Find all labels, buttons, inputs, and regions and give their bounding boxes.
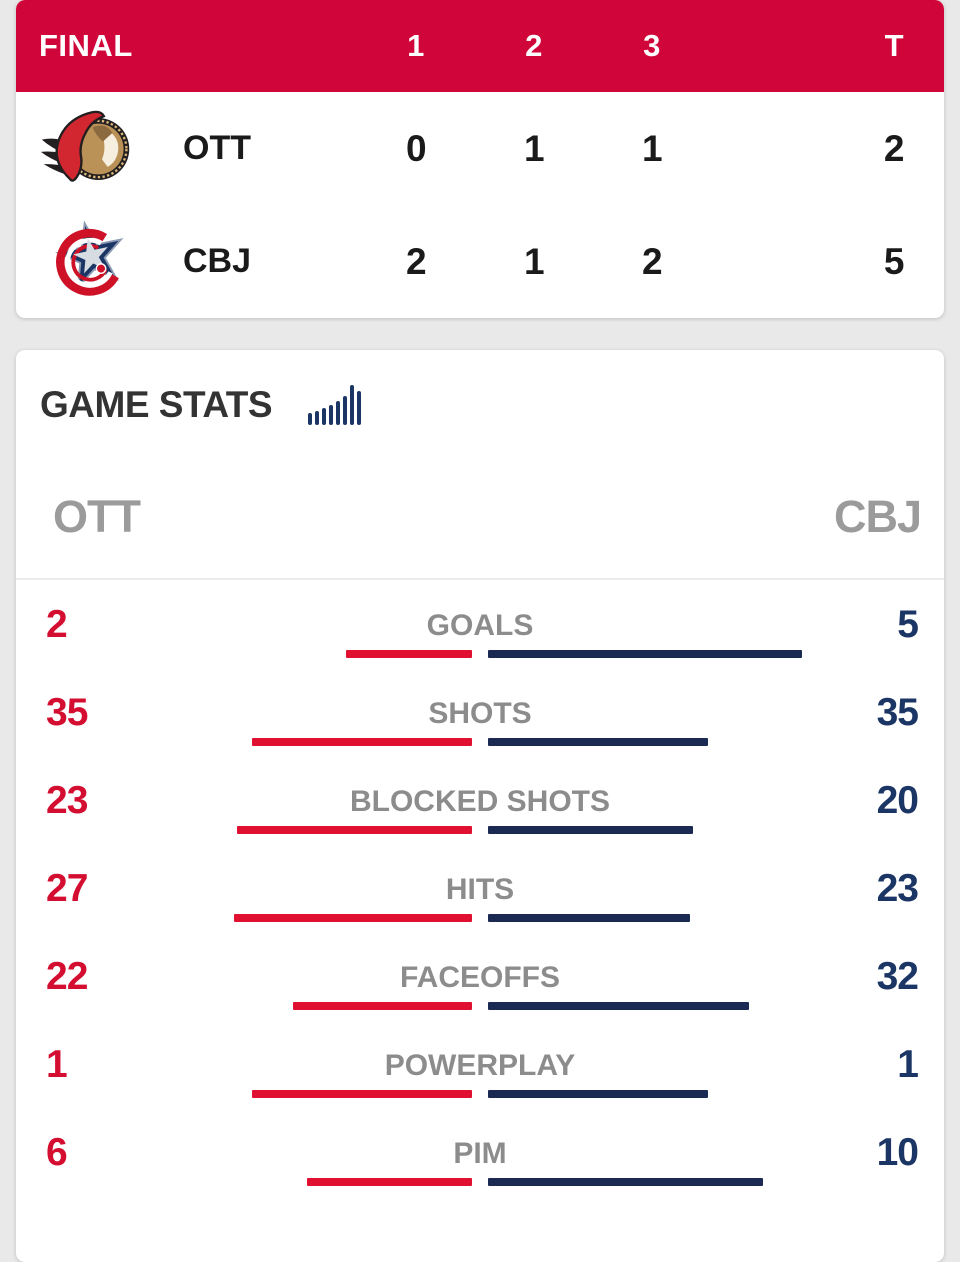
game-stats-card: GAME STATS OTT CBJ 2 GOALS 5 35 SHOTS 35…: [16, 350, 944, 1262]
cbj-period-3-score: 2: [641, 240, 663, 282]
ottawa-senators-logo: [40, 110, 130, 182]
stat-row: 23 BLOCKED SHOTS 20: [16, 768, 944, 856]
stat-row: 22 FACEOFFS 32: [16, 944, 944, 1032]
stats-left-team-label: OTT: [53, 491, 141, 542]
score-row-cbj[interactable]: CBJ 2 1 2 5: [16, 205, 944, 318]
team-abbr-ott: OTT: [183, 129, 251, 167]
stat-row: 27 HITS 23: [16, 856, 944, 944]
scoreboard-card: FINAL 1 2 3 T OTT 0 1 1 2: [16, 0, 944, 318]
stat-value-right: 5: [897, 603, 919, 646]
stat-value-right: 20: [876, 779, 919, 822]
stat-bar-right: [488, 650, 802, 658]
stat-value-left: 6: [46, 1131, 68, 1174]
stat-value-left: 27: [46, 867, 88, 910]
stat-value-left: 2: [46, 603, 68, 646]
columbus-blue-jackets-logo: [55, 219, 124, 296]
stats-right-team-label: CBJ: [833, 491, 922, 542]
stat-bar-right: [488, 1178, 763, 1186]
stats-divider: [16, 578, 944, 580]
stat-bar-left: [234, 914, 472, 922]
stat-value-right: 10: [876, 1131, 919, 1174]
team-cell-ott: OTT: [16, 102, 357, 196]
stat-label: PIM: [453, 1137, 507, 1170]
stat-value-left: 23: [46, 779, 88, 822]
stat-bar-left: [293, 1002, 472, 1010]
stat-value-left: 35: [46, 691, 88, 734]
game-stats-list: 2 GOALS 5 35 SHOTS 35 23 BLOCKED SHOTS 2…: [16, 592, 944, 1208]
ott-period-1-score: 0: [405, 127, 427, 169]
stat-label: SHOTS: [428, 697, 532, 730]
ott-period-3-score: 1: [641, 127, 663, 169]
total-header: T: [884, 28, 904, 63]
stat-label: HITS: [445, 873, 515, 906]
scoreboard-header: FINAL 1 2 3 T: [16, 0, 944, 92]
game-stats-title: GAME STATS: [40, 384, 273, 425]
stat-row: 2 GOALS 5: [16, 592, 944, 680]
stat-label: GOALS: [426, 609, 534, 642]
team-cell-cbj: CBJ: [16, 215, 357, 309]
stat-bar-right: [488, 738, 708, 746]
stat-value-right: 32: [876, 955, 919, 998]
stat-bar-right: [488, 1002, 749, 1010]
stat-label: FACEOFFS: [399, 961, 560, 994]
period-2-header: 2: [525, 28, 543, 63]
stat-bar-right: [488, 1090, 708, 1098]
stat-value-left: 1: [46, 1043, 68, 1086]
stat-bar-left: [252, 1090, 472, 1098]
stat-row: 6 PIM 10: [16, 1120, 944, 1208]
stat-value-left: 22: [46, 955, 88, 998]
game-stats-header: GAME STATS: [16, 350, 944, 426]
stat-row: 1 POWERPLAY 1: [16, 1032, 944, 1120]
period-1-header: 1: [407, 28, 425, 63]
team-abbr-cbj: CBJ: [183, 242, 252, 280]
stat-bar-right: [488, 914, 690, 922]
stat-value-right: 1: [897, 1043, 919, 1086]
score-row-ott[interactable]: OTT 0 1 1 2: [16, 92, 944, 205]
stats-team-labels: OTT CBJ: [16, 492, 944, 548]
ott-total-score: 2: [883, 127, 905, 169]
stat-label: BLOCKED SHOTS: [349, 785, 610, 818]
stats-bars-icon: [308, 385, 362, 425]
stat-value-right: 23: [876, 867, 919, 910]
stat-value-right: 35: [876, 691, 919, 734]
ott-period-2-score: 1: [523, 127, 545, 169]
stat-bar-right: [488, 826, 693, 834]
stat-bar-left: [252, 738, 472, 746]
stat-bar-left: [307, 1178, 472, 1186]
stat-bar-left: [237, 826, 472, 834]
game-status-label: FINAL: [39, 28, 133, 63]
stat-label: POWERPLAY: [384, 1049, 576, 1082]
cbj-total-score: 5: [883, 240, 905, 282]
stat-row: 35 SHOTS 35: [16, 680, 944, 768]
cbj-period-2-score: 1: [523, 240, 545, 282]
cbj-period-1-score: 2: [405, 240, 427, 282]
stat-bar-left: [346, 650, 472, 658]
period-3-header: 3: [643, 28, 661, 63]
